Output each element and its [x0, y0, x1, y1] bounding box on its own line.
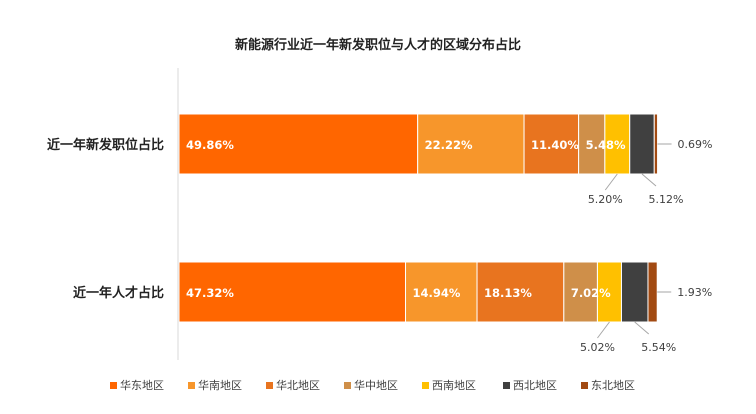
data-label: 5.12%: [649, 193, 684, 206]
legend-swatch: [266, 382, 273, 389]
bar-segment: [629, 113, 655, 175]
leader-line: [604, 173, 618, 191]
data-label: 7.02%: [571, 286, 611, 300]
leader-line: [641, 173, 657, 187]
bars-layer: [178, 113, 672, 339]
legend: 华东地区 华南地区 华北地区 华中地区 西南地区 西北地区 东北地区: [110, 378, 635, 392]
data-label: 0.69%: [678, 138, 713, 151]
labels-layer: 近一年新发职位占比 49.86% 22.22% 11.40% 5.48% 5.20% 5.1…: [47, 137, 713, 354]
bar-segment: [476, 261, 565, 323]
legend-swatch: [422, 382, 429, 389]
data-label: 22.22%: [425, 138, 473, 152]
bar-segment: [178, 261, 407, 323]
legend-swatch: [581, 382, 588, 389]
data-label: 5.20%: [588, 193, 623, 206]
data-label: 18.13%: [484, 286, 532, 300]
data-label: 1.93%: [677, 286, 712, 299]
bar-segment: [620, 261, 649, 323]
chart-title: 新能源行业近一年新发职位与人才的区域分布占比: [235, 37, 521, 53]
legend-label: 华北地区: [276, 378, 320, 392]
data-label: 5.02%: [580, 341, 615, 354]
data-label: 49.86%: [186, 138, 234, 152]
data-label: 14.94%: [413, 286, 461, 300]
bar-segment: [417, 113, 525, 175]
legend-label: 华中地区: [354, 378, 398, 392]
legend-swatch: [503, 382, 510, 389]
legend-swatch: [188, 382, 195, 389]
bar-segment: [647, 261, 658, 323]
leader-line: [634, 321, 650, 335]
legend-label: 西南地区: [432, 379, 476, 392]
bar-segment: [523, 113, 580, 175]
bar-segment: [563, 261, 598, 323]
data-label: 5.48%: [586, 138, 626, 152]
legend-swatch: [344, 382, 351, 389]
legend-swatch: [110, 382, 117, 389]
category-label: 近一年新发职位占比: [47, 137, 164, 153]
category-label: 近一年人才占比: [73, 285, 164, 301]
legend-label: 华南地区: [198, 378, 242, 392]
data-label: 47.32%: [186, 286, 234, 300]
leader-line: [597, 321, 610, 339]
legend-label: 华东地区: [120, 378, 164, 392]
data-label: 11.40%: [531, 138, 579, 152]
bar-segment: [653, 113, 659, 175]
bar-segment: [405, 261, 478, 323]
bar-segment: [596, 261, 622, 323]
legend-label: 东北地区: [591, 379, 635, 392]
data-label: 5.54%: [641, 341, 676, 354]
legend-label: 西北地区: [513, 379, 557, 392]
bar-segment: [178, 113, 419, 175]
